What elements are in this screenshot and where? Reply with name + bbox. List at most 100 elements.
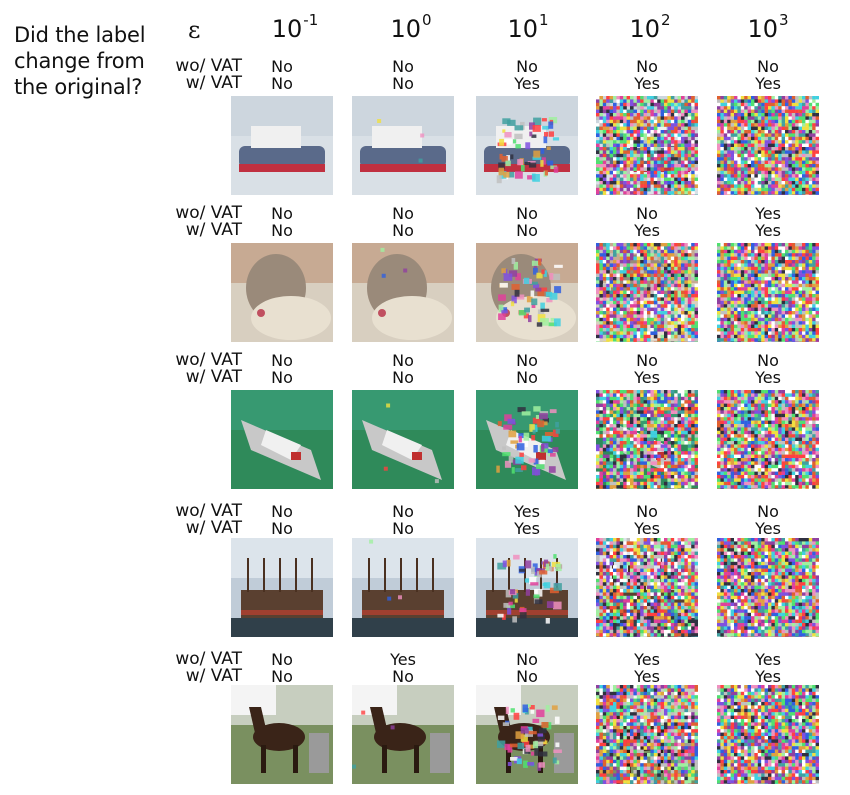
label-change-cell: Yes Yes — [467, 503, 587, 537]
label-change-cell: Yes No — [343, 651, 463, 685]
with-vat-label: w/ VAT — [185, 73, 242, 93]
perturbed-image — [231, 685, 333, 784]
perturbed-image — [476, 96, 578, 195]
perturbed-image — [352, 538, 454, 637]
perturbed-image — [476, 685, 578, 784]
with-vat-result: Yes — [634, 74, 660, 93]
without-vat-result: No — [636, 57, 658, 76]
with-vat-result: Yes — [634, 368, 660, 387]
with-vat-result: No — [392, 221, 414, 240]
with-vat-result: No — [392, 519, 414, 538]
label-change-cell: No No — [222, 651, 342, 685]
with-vat-result: Yes — [634, 519, 660, 538]
without-vat-label: wo/ VAT — [175, 56, 242, 76]
without-vat-result: No — [516, 351, 538, 370]
perturbed-image — [231, 390, 333, 489]
question-line-2: change from — [14, 49, 145, 73]
with-vat-result: No — [516, 368, 538, 387]
label-change-cell: No No — [343, 503, 463, 537]
label-change-cell: No No — [343, 352, 463, 386]
label-change-cell: No No — [222, 205, 342, 239]
label-change-cell: No No — [222, 503, 342, 537]
with-vat-result: No — [516, 221, 538, 240]
perturbed-image — [717, 96, 819, 195]
label-change-cell: No Yes — [708, 352, 828, 386]
with-vat-result: Yes — [755, 519, 781, 538]
without-vat-label: wo/ VAT — [175, 203, 242, 223]
perturbed-image — [717, 538, 819, 637]
without-vat-result: No — [271, 204, 293, 223]
row-label: wo/ VAT w/ VAT — [158, 503, 242, 537]
without-vat-result: No — [392, 204, 414, 223]
column-header-4: 102 — [595, 11, 705, 43]
without-vat-result: No — [516, 57, 538, 76]
perturbed-image — [476, 390, 578, 489]
without-vat-result: No — [392, 502, 414, 521]
perturbed-image — [352, 96, 454, 195]
without-vat-result: No — [516, 650, 538, 669]
column-header-1: 10-1 — [240, 11, 350, 43]
without-vat-result: No — [757, 502, 779, 521]
without-vat-result: No — [271, 351, 293, 370]
label-change-cell: No No — [467, 651, 587, 685]
perturbed-image — [596, 390, 698, 489]
without-vat-result: No — [516, 204, 538, 223]
label-change-cell: No No — [343, 205, 463, 239]
column-exponent: 3 — [779, 11, 789, 29]
label-change-cell: Yes Yes — [708, 205, 828, 239]
label-change-cell: Yes Yes — [708, 651, 828, 685]
with-vat-result: Yes — [514, 519, 540, 538]
label-change-cell: No Yes — [587, 205, 707, 239]
perturbed-image — [476, 538, 578, 637]
with-vat-result: Yes — [634, 667, 660, 686]
perturbed-image — [596, 96, 698, 195]
with-vat-result: No — [392, 368, 414, 387]
without-vat-result: No — [392, 351, 414, 370]
perturbed-image — [231, 538, 333, 637]
label-change-cell: No Yes — [587, 503, 707, 537]
column-header-2: 100 — [356, 11, 466, 43]
column-base: 10 — [629, 15, 660, 43]
with-vat-label: w/ VAT — [185, 367, 242, 387]
column-header-3: 101 — [473, 11, 583, 43]
label-change-cell: No Yes — [467, 58, 587, 92]
row-label: wo/ VAT w/ VAT — [158, 58, 242, 92]
label-change-cell: No Yes — [708, 503, 828, 537]
with-vat-result: Yes — [755, 368, 781, 387]
perturbed-image — [596, 538, 698, 637]
without-vat-result: No — [271, 650, 293, 669]
label-change-cell: Yes Yes — [587, 651, 707, 685]
perturbed-image — [476, 243, 578, 342]
without-vat-result: No — [757, 57, 779, 76]
with-vat-result: Yes — [514, 74, 540, 93]
perturbed-image — [352, 243, 454, 342]
without-vat-result: No — [757, 351, 779, 370]
without-vat-result: No — [636, 204, 658, 223]
without-vat-label: wo/ VAT — [175, 350, 242, 370]
with-vat-result: No — [271, 667, 293, 686]
with-vat-label: w/ VAT — [185, 518, 242, 538]
with-vat-result: No — [516, 667, 538, 686]
perturbed-image — [596, 685, 698, 784]
perturbed-image — [231, 243, 333, 342]
without-vat-result: Yes — [755, 650, 781, 669]
with-vat-label: w/ VAT — [185, 666, 242, 686]
without-vat-label: wo/ VAT — [175, 649, 242, 669]
with-vat-result: No — [271, 368, 293, 387]
with-vat-result: Yes — [755, 221, 781, 240]
label-change-cell: No No — [467, 205, 587, 239]
row-label: wo/ VAT w/ VAT — [158, 205, 242, 239]
row-label: wo/ VAT w/ VAT — [158, 651, 242, 685]
column-exponent: 1 — [539, 11, 549, 29]
with-vat-result: No — [392, 667, 414, 686]
with-vat-label: w/ VAT — [185, 220, 242, 240]
column-header-5: 103 — [713, 11, 823, 43]
label-change-cell: No No — [222, 352, 342, 386]
perturbed-image — [596, 243, 698, 342]
question-line-3: the original? — [14, 75, 143, 99]
column-exponent: -1 — [303, 11, 319, 29]
without-vat-result: No — [271, 57, 293, 76]
without-vat-result: Yes — [634, 650, 660, 669]
without-vat-label: wo/ VAT — [175, 501, 242, 521]
